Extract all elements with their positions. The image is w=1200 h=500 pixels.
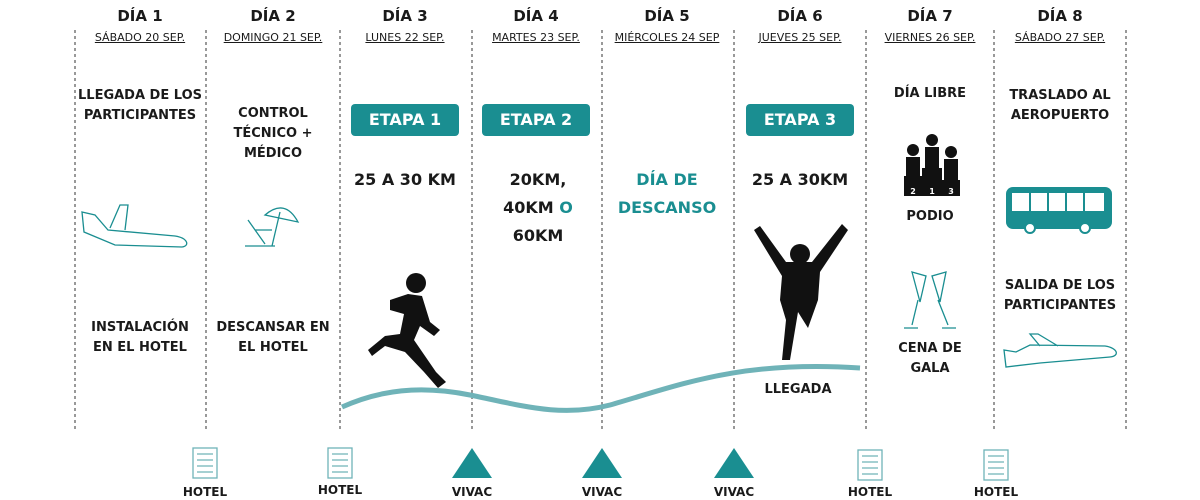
day-date: MIÉRCOLES 24 SEP [614,31,720,44]
dividers [74,30,1127,432]
lodging-label: HOTEL [847,485,893,499]
day-date: VIERNES 26 SEP. [884,31,976,44]
stage-badge: ETAPA 2 [482,104,590,136]
lodging-label: VIVAC [581,485,623,499]
day-title: DÍA 7 [907,7,953,25]
day-title: DÍA 2 [250,7,296,25]
distance-line: 20KM, [509,170,567,189]
beach-icon [245,207,300,247]
activity: CONTROL TÉCNICO + MÉDICO [233,106,313,161]
distance-line: 60KM [512,226,564,245]
podium-place: 2 [910,187,916,196]
activity: PODIO [906,209,954,224]
day-date: JUEVES 25 SEP. [758,31,842,44]
hotel-icon [983,449,1009,481]
day-title: DÍA 4 [513,7,559,25]
activity: DÍA LIBRE [893,86,967,101]
distance: 25 A 30KM [751,170,849,189]
lodging-label: VIVAC [713,485,755,499]
lodging-label: VIVAC [451,485,493,499]
day-date: SÁBADO 20 SEP. [94,31,186,44]
hotel-icon [192,447,218,479]
day-title: DÍA 3 [382,7,428,25]
distance: 20KM, 40KM O 60KM [478,166,598,250]
activity: CENA DE GALA [898,341,962,376]
hotel-icon [857,449,883,481]
lodging-label: HOTEL [973,485,1019,499]
day-date: MARTES 23 SEP. [492,31,580,44]
day-date: LUNES 22 SEP. [365,31,445,44]
activity: DESCANSAR EN EL HOTEL [216,320,330,355]
day-title: DÍA 8 [1037,7,1083,25]
podium-places: 2 1 3 [910,187,954,196]
hotel-icon [327,447,353,479]
activity: SALIDA DE LOS PARTICIPANTES [1003,278,1117,313]
activity: TRASLADO AL AEROPUERTO [1009,88,1111,123]
activity: LLEGADA DE LOS PARTICIPANTES [78,88,202,123]
day-title: DÍA 6 [777,7,823,25]
day-title: DÍA 1 [117,7,163,25]
podium-place: 1 [929,187,935,196]
finisher-icon [754,224,848,360]
podium-icon [904,134,960,196]
route-wave [340,363,861,413]
distance-value: 40KM [503,198,554,217]
activity: INSTALACIÓN EN EL HOTEL [91,320,189,355]
distance-line: 40KM O [478,194,598,222]
podium-place: 3 [948,187,954,196]
tent-icon [714,448,754,478]
rest-day: DÍA DE DESCANSO [617,170,717,217]
day-title: DÍA 5 [644,7,690,25]
runner-icon [368,273,446,388]
day-date: DOMINGO 21 SEP. [223,31,323,44]
stage-badge: ETAPA 3 [746,104,854,136]
stage-badge: ETAPA 1 [351,104,459,136]
plane-icon [1003,333,1117,368]
plane-icon [81,204,188,248]
toast-icon [904,271,956,329]
tent-icon [582,448,622,478]
lodging-label: HOTEL [317,483,363,497]
distance: 25 A 30 KM [354,170,456,189]
tent-icon [452,448,492,478]
finish: LLEGADA [764,382,832,397]
lodging-label: HOTEL [182,485,228,499]
distance-connector: O [559,198,573,217]
day-date: SÁBADO 27 SEP. [1014,31,1106,44]
bus-icon [1006,187,1112,234]
